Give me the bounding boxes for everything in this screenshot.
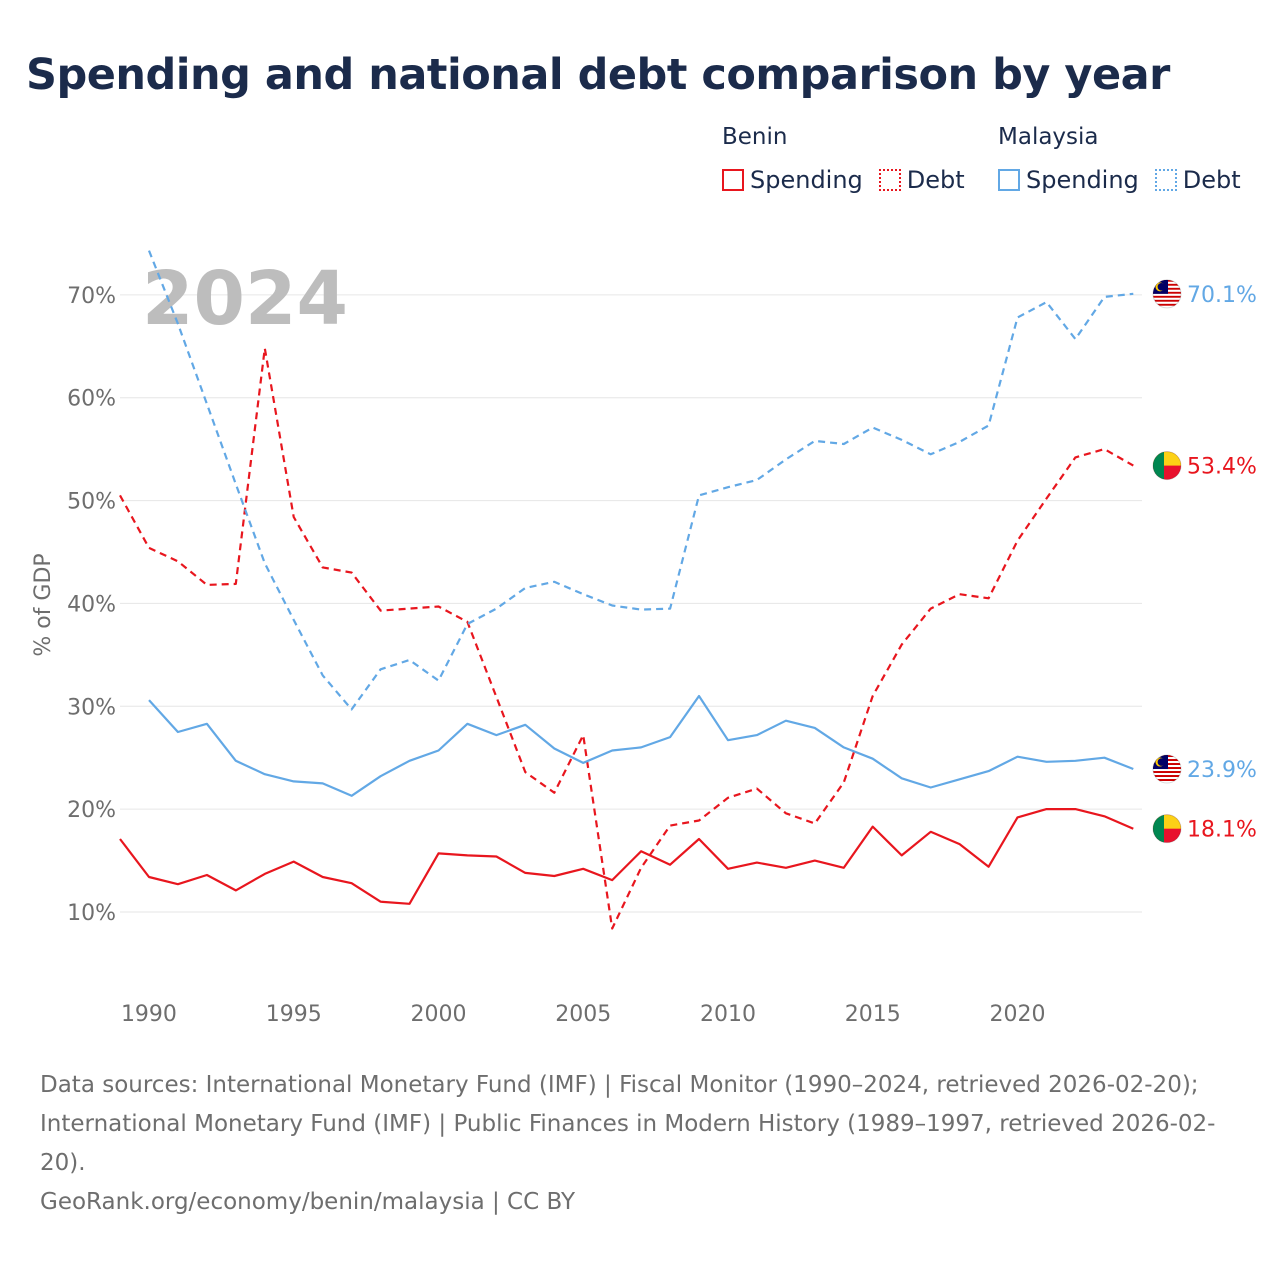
chart-title: Spending and national debt comparison by… xyxy=(26,50,1170,100)
footer: Data sources: International Monetary Fun… xyxy=(40,1066,1240,1222)
end-value-label: 23.9% xyxy=(1187,758,1257,783)
end-markers: 18.1% 53.4% 23.9% 70.1% xyxy=(1152,279,1257,844)
dotted-swatch-icon xyxy=(1154,169,1177,191)
series-line-benin-spending[interactable] xyxy=(119,808,1134,905)
data-sources: Data sources: International Monetary Fun… xyxy=(40,1072,1216,1176)
grid-lines xyxy=(120,294,1142,913)
legend-group-name: Malaysia xyxy=(998,124,1099,150)
benin-flag-icon xyxy=(1152,814,1182,844)
end-value-label: 18.1% xyxy=(1187,818,1257,843)
y-tick-label: 40% xyxy=(67,592,116,617)
end-value-label: 70.1% xyxy=(1187,283,1257,308)
x-tick-label: 2005 xyxy=(555,1002,611,1027)
y-tick-label: 20% xyxy=(67,798,116,823)
y-axis-label: % of GDP xyxy=(31,553,56,656)
legend-item-label: Spending xyxy=(750,166,863,194)
series-line-malaysia-debt[interactable] xyxy=(147,250,1134,711)
x-tick-label: 1995 xyxy=(266,1002,322,1027)
legend-item-label: Debt xyxy=(1182,166,1241,194)
x-tick-label: 2015 xyxy=(845,1002,901,1027)
y-tick-label: 10% xyxy=(67,901,116,926)
legend-item-benin-spending[interactable]: Spending xyxy=(722,166,863,194)
legend-group-malaysia: Malaysia Spending Debt xyxy=(998,124,1241,194)
axes: 10% 20% 30% 40% 50% 60% 70% 1990 1995 2000 2005 201… xyxy=(67,284,1045,1027)
x-tick-label: 2000 xyxy=(410,1002,466,1027)
malaysia-flag-icon xyxy=(1152,754,1182,784)
y-tick-label: 30% xyxy=(67,695,116,720)
x-tick-label: 1990 xyxy=(121,1002,177,1027)
x-tick-label: 2020 xyxy=(990,1002,1046,1027)
series-line-benin-debt[interactable] xyxy=(119,347,1134,930)
solid-swatch-icon xyxy=(998,169,1020,191)
legend-item-benin-debt[interactable]: Debt xyxy=(878,166,965,194)
x-tick-label: 2010 xyxy=(700,1002,756,1027)
legend-item-label: Spending xyxy=(1026,166,1139,194)
legend-group-name: Benin xyxy=(722,124,788,150)
solid-swatch-icon xyxy=(722,169,744,191)
legend-item-label: Debt xyxy=(906,166,965,194)
line-chart: 2024 10% 20% 30% 40% 50% 60% 70% 1990 1995 2000 20… xyxy=(31,250,1257,1027)
legend-group-benin: Benin Spending Debt xyxy=(722,124,965,194)
y-tick-label: 60% xyxy=(67,387,116,412)
y-tick-label: 50% xyxy=(67,490,116,515)
legend-item-malaysia-debt[interactable]: Debt xyxy=(1154,166,1241,194)
benin-flag-icon xyxy=(1152,451,1182,481)
series-lines xyxy=(119,250,1134,930)
end-value-label: 53.4% xyxy=(1187,455,1257,480)
series-line-malaysia-spending[interactable] xyxy=(148,694,1134,797)
credit: GeoRank.org/economy/benin/malaysia | CC … xyxy=(40,1189,576,1215)
year-watermark: 2024 xyxy=(142,256,348,342)
malaysia-flag-icon xyxy=(1152,279,1182,309)
legend-item-malaysia-spending[interactable]: Spending xyxy=(998,166,1139,194)
y-tick-label: 70% xyxy=(67,284,116,309)
dotted-swatch-icon xyxy=(878,169,901,191)
